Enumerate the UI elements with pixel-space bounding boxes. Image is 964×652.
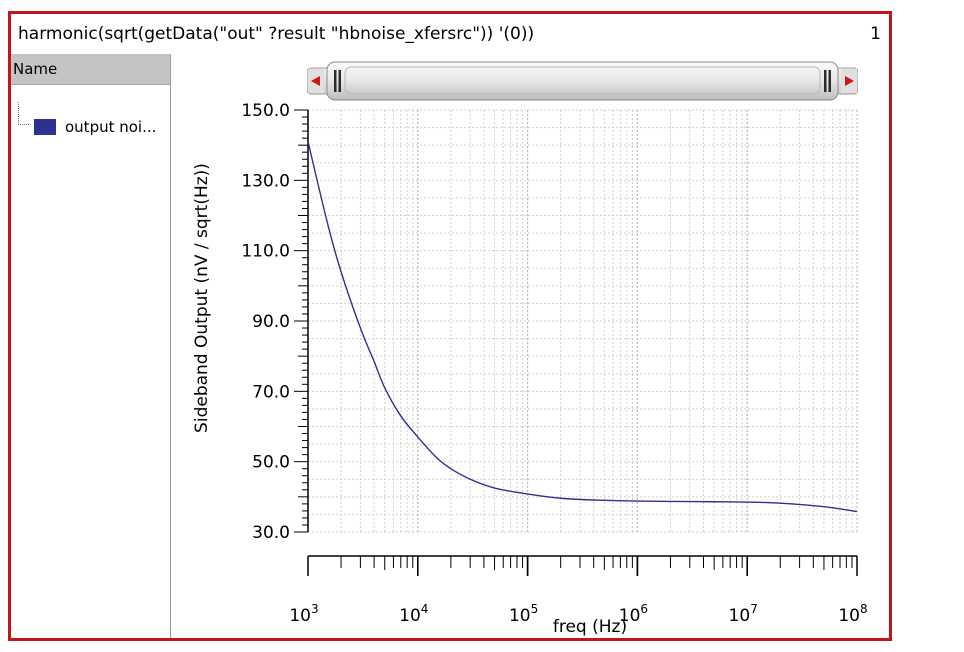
left-grip-icon[interactable] — [334, 70, 341, 92]
series-line — [307, 141, 858, 513]
y-tick-label: 50.0 — [252, 453, 290, 473]
series-layer — [307, 141, 858, 513]
plot-area[interactable]: 30.0 50.0 70.0 90.0 110.0 130.0 150.0 103 104 105… — [171, 54, 887, 638]
x-axis-label: freq (Hz) — [553, 617, 627, 637]
y-tick-label: 90.0 — [252, 312, 290, 332]
axes: 30.0 50.0 70.0 90.0 110.0 130.0 150.0 103 104 105… — [241, 101, 867, 626]
x-tick-label: 106 — [619, 602, 648, 626]
y-axis-label: Sideband Output (nV / sqrt(Hz)) — [192, 163, 212, 433]
plot-number: 1 — [870, 24, 881, 44]
x-tick-label: 108 — [838, 602, 867, 626]
legend-item[interactable]: output noi... — [34, 117, 156, 137]
legend-column-header[interactable]: Name — [11, 54, 170, 85]
tree-connector-icon — [18, 102, 29, 125]
legend-panel: Name output noi... — [11, 54, 171, 638]
y-tick-label: 30.0 — [252, 523, 290, 543]
scroll-right-arrow-icon[interactable] — [841, 69, 857, 93]
legend-item-label: output noi... — [65, 118, 157, 136]
x-tick-label: 103 — [289, 602, 318, 626]
plot-window: harmonic(sqrt(getData("out" ?result "hbn… — [8, 11, 892, 641]
y-tick-label: 130.0 — [241, 171, 290, 191]
right-grip-icon[interactable] — [824, 70, 831, 92]
x-range-scrollbar[interactable] — [307, 60, 858, 102]
y-tick-label: 70.0 — [252, 382, 290, 402]
grid — [307, 109, 858, 533]
plot-expression-title: harmonic(sqrt(getData("out" ?result "hbn… — [18, 24, 535, 44]
scroll-thumb[interactable] — [326, 61, 839, 101]
x-tick-label: 104 — [399, 602, 428, 626]
x-tick-label: 105 — [509, 602, 538, 626]
y-tick-label: 110.0 — [241, 242, 290, 262]
title-bar: harmonic(sqrt(getData("out" ?result "hbn… — [11, 14, 889, 54]
x-tick-label: 107 — [729, 602, 758, 626]
y-tick-label: 150.0 — [241, 101, 290, 121]
scroll-left-arrow-icon[interactable] — [308, 69, 324, 93]
legend-swatch-icon — [34, 119, 56, 135]
